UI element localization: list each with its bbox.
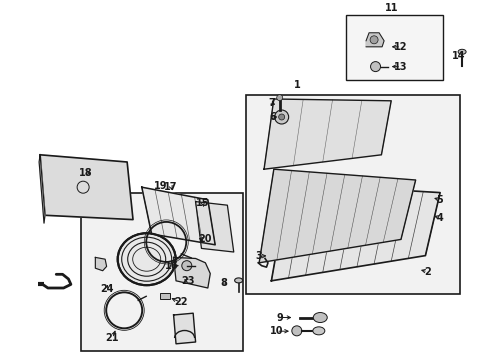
Text: 22: 22 <box>174 297 187 307</box>
Circle shape <box>291 326 301 336</box>
Text: 9: 9 <box>276 312 283 323</box>
Text: 18: 18 <box>79 168 92 178</box>
Text: 16: 16 <box>165 261 179 271</box>
Polygon shape <box>366 33 383 47</box>
Ellipse shape <box>234 278 242 283</box>
Text: 17: 17 <box>164 182 178 192</box>
Text: 2: 2 <box>424 267 430 277</box>
Polygon shape <box>195 202 233 252</box>
Bar <box>160 293 170 299</box>
Text: 11: 11 <box>384 3 397 13</box>
Polygon shape <box>142 187 215 245</box>
Ellipse shape <box>313 312 326 323</box>
Text: 1: 1 <box>293 80 300 90</box>
Text: 14: 14 <box>451 51 465 61</box>
Polygon shape <box>173 313 195 344</box>
Polygon shape <box>259 169 415 263</box>
Text: 3: 3 <box>255 251 262 261</box>
Circle shape <box>278 114 284 120</box>
Polygon shape <box>95 257 106 271</box>
Text: 6: 6 <box>269 112 276 122</box>
Ellipse shape <box>312 327 324 335</box>
Ellipse shape <box>118 233 175 285</box>
Text: 7: 7 <box>267 98 274 108</box>
Text: 24: 24 <box>100 284 113 294</box>
Bar <box>346 15 442 80</box>
Polygon shape <box>173 257 210 288</box>
Polygon shape <box>264 99 390 169</box>
Text: 5: 5 <box>436 195 443 205</box>
Text: 19: 19 <box>153 181 167 191</box>
Text: 4: 4 <box>436 213 443 223</box>
Circle shape <box>370 62 380 72</box>
Circle shape <box>182 261 191 271</box>
Polygon shape <box>39 155 45 223</box>
Text: 12: 12 <box>393 42 407 52</box>
Bar <box>245 95 459 294</box>
Text: 21: 21 <box>105 333 119 343</box>
Ellipse shape <box>457 49 465 54</box>
Text: 20: 20 <box>198 234 212 244</box>
Circle shape <box>369 36 377 44</box>
Polygon shape <box>40 155 133 220</box>
Polygon shape <box>271 184 439 281</box>
Text: 23: 23 <box>181 276 195 286</box>
Text: 8: 8 <box>220 278 227 288</box>
Bar <box>81 193 243 351</box>
Text: 15: 15 <box>196 198 209 208</box>
Text: 13: 13 <box>393 62 407 72</box>
Text: 10: 10 <box>269 326 283 336</box>
Circle shape <box>274 110 288 124</box>
Circle shape <box>276 95 282 101</box>
